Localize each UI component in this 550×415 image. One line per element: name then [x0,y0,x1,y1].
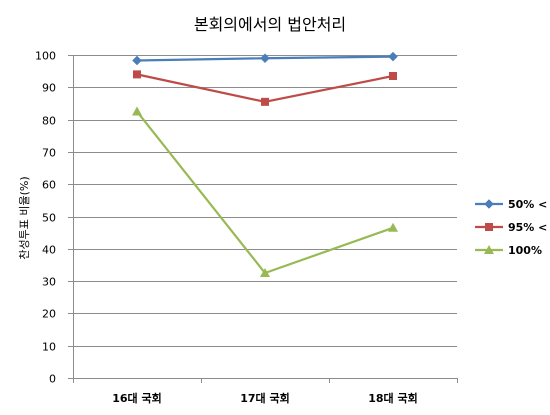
data-point-marker [133,70,141,79]
x-tick-label: 18대 국회 [368,391,418,405]
data-point-marker [261,97,269,106]
y-tick-label: 60 [42,179,56,192]
legend: 50% < 95% < 100% [475,198,547,257]
data-point-marker [260,268,270,278]
y-tick-label: 20 [42,308,56,321]
y-tick-label: 30 [42,276,56,289]
x-tick-label: 16대 국회 [112,391,162,405]
data-point-marker [485,223,493,231]
chart-title: 본회의에서의 법안처리 [194,15,346,34]
data-point-marker [484,199,494,209]
y-tick-label: 40 [42,244,56,257]
legend-label: 100% [508,244,542,257]
legend-label: 95% < [508,221,547,234]
y-tick-label: 0 [49,373,56,386]
legend-item: 100% [475,244,542,257]
series-line [136,73,394,103]
axes [68,55,458,383]
data-point-marker [388,222,398,232]
legend-item: 95% < [475,221,547,234]
y-tick-labels: 0 10 20 30 40 50 60 70 80 90 100 [35,50,56,386]
x-tick-label: 17대 국회 [240,391,290,405]
series-1 [132,51,398,66]
series-3 [132,106,398,278]
y-tick-label: 80 [42,115,56,128]
data-point-marker [388,51,398,62]
y-tick-label: 70 [42,147,56,160]
series-line [136,110,394,275]
y-axis-title: 찬성투표 비율(%) [17,176,31,259]
legend-label: 50% < [508,198,547,211]
y-tick-label: 100 [35,50,56,63]
data-point-marker [132,55,142,66]
y-tick-label: 90 [42,82,56,95]
data-point-marker [260,53,270,64]
data-point-marker [389,71,397,80]
series [132,51,398,278]
data-point-marker [484,245,494,254]
x-tick-labels: 16대 국회 17대 국회 18대 국회 [112,391,418,405]
y-tick-label: 10 [42,341,56,354]
data-point-marker [132,106,142,116]
y-tick-label: 50 [42,212,56,225]
legend-item: 50% < [475,198,547,211]
series-2 [133,70,397,106]
